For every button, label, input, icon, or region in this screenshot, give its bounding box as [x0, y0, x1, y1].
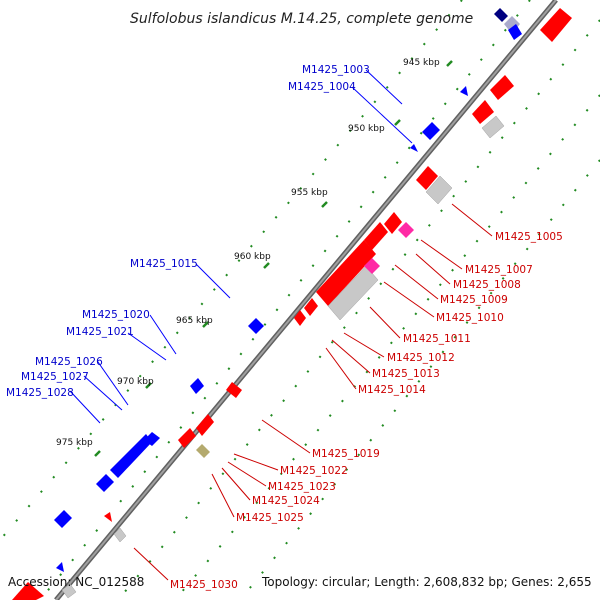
gene-forward-e	[364, 222, 388, 250]
forward-label-group: M1425_1005 M1425_1007 M1425_1008 M1425_1…	[170, 231, 563, 591]
gene-forward-a	[490, 75, 514, 100]
label-M1425_1007: M1425_1007	[465, 264, 533, 276]
gene-forward-g	[304, 298, 318, 316]
scale-ticks	[94, 60, 453, 457]
gene-top-right	[540, 8, 572, 42]
misc-feature	[196, 444, 210, 458]
inner-ring-forward	[239, 159, 600, 600]
gene-forward-b	[472, 100, 494, 124]
forward-genes	[12, 8, 572, 600]
gene-reverse-top	[508, 24, 522, 40]
rna-genes	[364, 222, 414, 274]
gene-forward-c	[416, 166, 438, 190]
reverse-genes	[54, 8, 522, 572]
label-M1425_1011: M1425_1011	[403, 333, 471, 345]
gene-reverse-j	[56, 562, 64, 572]
accession-text: Accession: NC_012588	[8, 575, 144, 589]
scale-label-950: 950 kbp	[348, 124, 385, 134]
tick-955	[321, 201, 328, 208]
label-M1425_1009: M1425_1009	[440, 294, 508, 306]
scale-label-955: 955 kbp	[291, 188, 328, 198]
genome-backbone-highlight	[55, 0, 557, 600]
label-M1425_1013: M1425_1013	[372, 368, 440, 380]
label-M1425_1028: M1425_1028	[6, 387, 74, 399]
scale-label-965: 965 kbp	[176, 316, 213, 326]
gene-forward-h	[294, 310, 306, 326]
label-M1425_1012: M1425_1012	[387, 352, 455, 364]
reverse-label-group: M1425_1003 M1425_1004 M1425_1015 M1425_1…	[6, 64, 370, 399]
label-M1425_1025: M1425_1025	[236, 512, 304, 524]
grey-gene-a	[481, 115, 505, 139]
label-M1425_1014: M1425_1014	[358, 384, 426, 396]
gene-forward-i	[226, 382, 242, 398]
tick-945	[446, 60, 453, 67]
map-title: Sulfolobus islandicus M.14.25, complete …	[130, 11, 473, 27]
gene-forward-j	[196, 414, 214, 436]
grey-gene-b	[425, 175, 453, 205]
label-M1425_1015: M1425_1015	[130, 258, 198, 270]
gene-reverse-g	[144, 432, 160, 446]
label-M1425_1027: M1425_1027	[21, 371, 89, 383]
grey-gene-c	[327, 265, 379, 321]
gene-reverse-c	[410, 144, 418, 152]
inner-ring-lower	[174, 94, 600, 600]
gene-forward-f	[316, 240, 376, 306]
grey-blue-gene-top	[504, 16, 520, 34]
gene-reverse-d	[248, 318, 264, 334]
label-M1425_1019: M1425_1019	[312, 448, 380, 460]
label-M1425_1030: M1425_1030	[170, 579, 238, 591]
gene-reverse-a	[460, 86, 468, 96]
grey-genes	[61, 115, 505, 599]
label-M1425_1003: M1425_1003	[302, 64, 370, 76]
grey-gene-d	[113, 527, 127, 543]
label-M1425_1026: M1425_1026	[35, 356, 103, 368]
dark-gene-top	[494, 8, 508, 22]
leader-lines-reverse	[69, 69, 413, 424]
gene-reverse-b	[422, 122, 440, 140]
gene-reverse-i	[54, 510, 72, 528]
tick-960	[263, 262, 270, 269]
label-M1425_1010: M1425_1010	[436, 312, 504, 324]
tick-965	[202, 321, 209, 328]
tick-950	[394, 119, 401, 126]
scale-label-945: 945 kbp	[403, 58, 440, 68]
tick-970	[145, 382, 152, 389]
scale-label-960: 960 kbp	[234, 252, 271, 262]
gene-reverse-h	[96, 474, 114, 492]
label-M1425_1008: M1425_1008	[453, 279, 521, 291]
label-M1425_1023: M1425_1023	[268, 481, 336, 493]
topology-text: Topology: circular; Length: 2,608,832 bp…	[261, 575, 592, 589]
scale-label-975: 975 kbp	[56, 438, 93, 448]
gene-reverse-f	[110, 434, 152, 478]
scale-label-970: 970 kbp	[117, 377, 154, 387]
leader-lines-forward	[133, 203, 493, 581]
tick-975	[94, 450, 101, 457]
gene-forward-l	[104, 512, 112, 522]
inner-ring-mid	[117, 19, 600, 600]
rna-gene-a	[398, 222, 414, 238]
rna-gene-b	[364, 258, 380, 274]
label-M1425_1022: M1425_1022	[280, 465, 348, 477]
label-M1425_1021: M1425_1021	[66, 326, 134, 338]
label-M1425_1004: M1425_1004	[288, 81, 356, 93]
label-M1425_1024: M1425_1024	[252, 495, 320, 507]
gene-forward-bottom	[12, 582, 44, 600]
gene-forward-d	[384, 212, 402, 234]
gene-reverse-e	[190, 378, 204, 394]
grey-gene-e	[61, 583, 77, 599]
label-M1425_1005: M1425_1005	[495, 231, 563, 243]
gene-forward-k	[178, 428, 196, 448]
label-M1425_1020: M1425_1020	[82, 309, 150, 321]
